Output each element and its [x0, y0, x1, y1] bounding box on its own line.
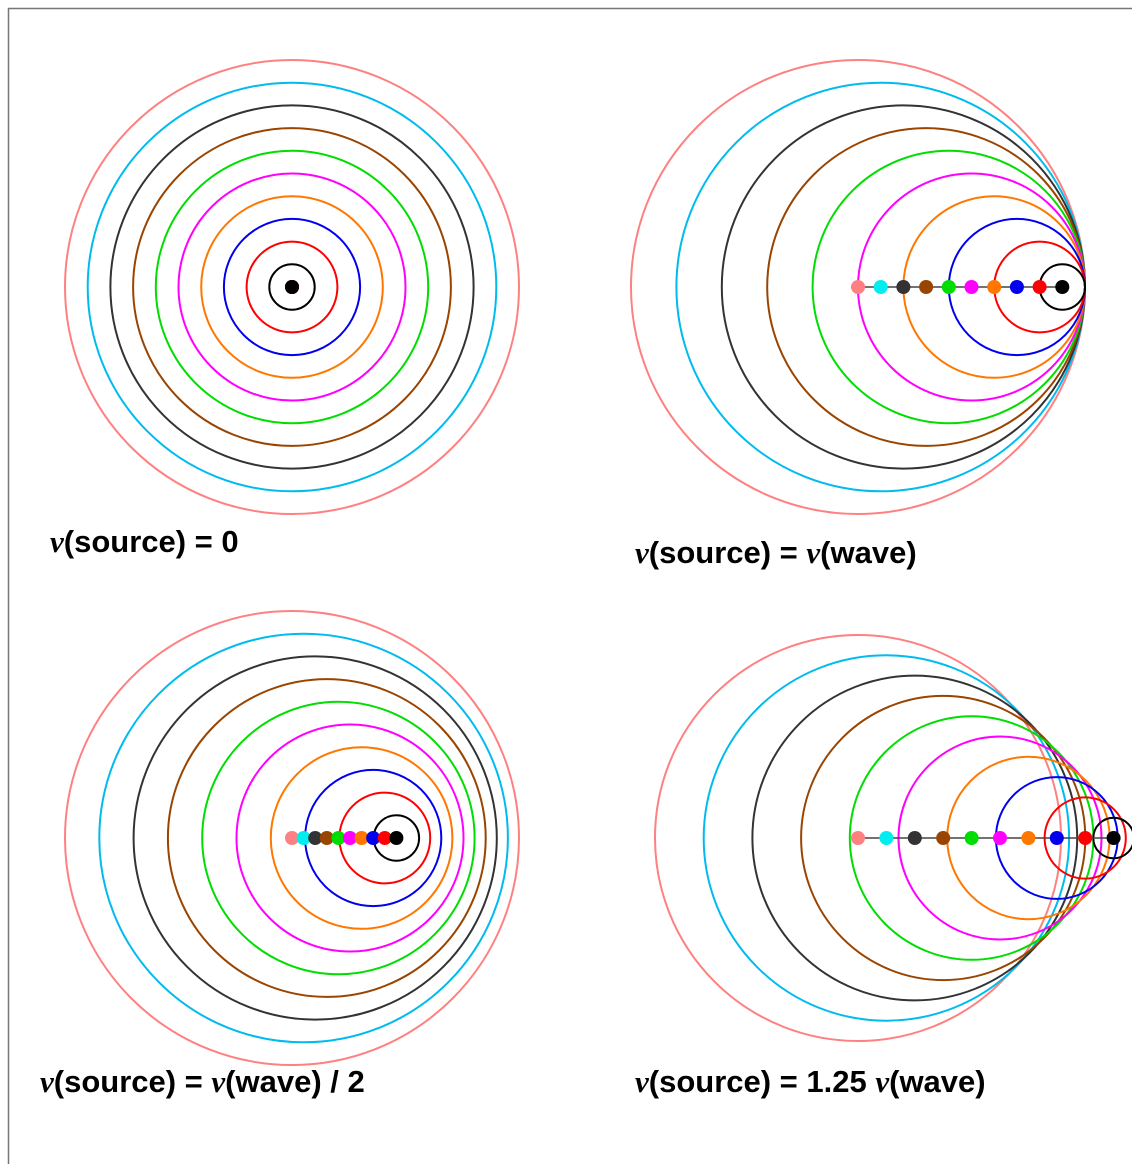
- source-dot: [896, 280, 910, 294]
- source-dot: [936, 831, 950, 845]
- label-part: v: [211, 1064, 226, 1099]
- panel-label: v(source) = v(wave): [635, 535, 917, 570]
- source-dot: [1050, 831, 1064, 845]
- label-part: v: [40, 1064, 55, 1099]
- source-dot: [908, 831, 922, 845]
- panel-label: v(source) = v(wave) / 2: [40, 1064, 365, 1099]
- label-part: (wave): [889, 1064, 985, 1099]
- label-part: (wave) / 2: [225, 1064, 365, 1099]
- source-dot: [987, 280, 1001, 294]
- label-part: v: [50, 524, 65, 559]
- source-dot: [1010, 280, 1024, 294]
- frame: [9, 9, 1132, 1164]
- source-dot: [851, 831, 865, 845]
- source-dot: [1033, 280, 1047, 294]
- diagram: v(source) = 0v(source) = v(wave)v(source…: [0, 0, 1132, 1164]
- source-dot: [993, 831, 1007, 845]
- source-dot: [879, 831, 893, 845]
- label-part: v: [875, 1064, 890, 1099]
- label-part: v: [635, 1064, 650, 1099]
- source-dot: [389, 831, 403, 845]
- label-part: v: [806, 535, 821, 570]
- panel-label: v(source) = 0: [50, 524, 239, 559]
- source-dot: [1021, 831, 1035, 845]
- label-part: (wave): [820, 535, 916, 570]
- source-dot: [851, 280, 865, 294]
- label-part: (source) =: [649, 535, 807, 570]
- label-part: v: [635, 535, 650, 570]
- panel-label: v(source) = 1.25 v(wave): [635, 1064, 986, 1099]
- source-dot: [874, 280, 888, 294]
- label-part: (source) = 0: [64, 524, 239, 559]
- source-dot: [285, 280, 299, 294]
- source-dot: [919, 280, 933, 294]
- source-dot: [965, 831, 979, 845]
- source-dot: [965, 280, 979, 294]
- label-part: (source) =: [54, 1064, 212, 1099]
- source-dot: [942, 280, 956, 294]
- label-part: (source) = 1.25: [649, 1064, 876, 1099]
- source-dot: [1055, 280, 1069, 294]
- source-dot: [1078, 831, 1092, 845]
- source-dot: [1107, 831, 1121, 845]
